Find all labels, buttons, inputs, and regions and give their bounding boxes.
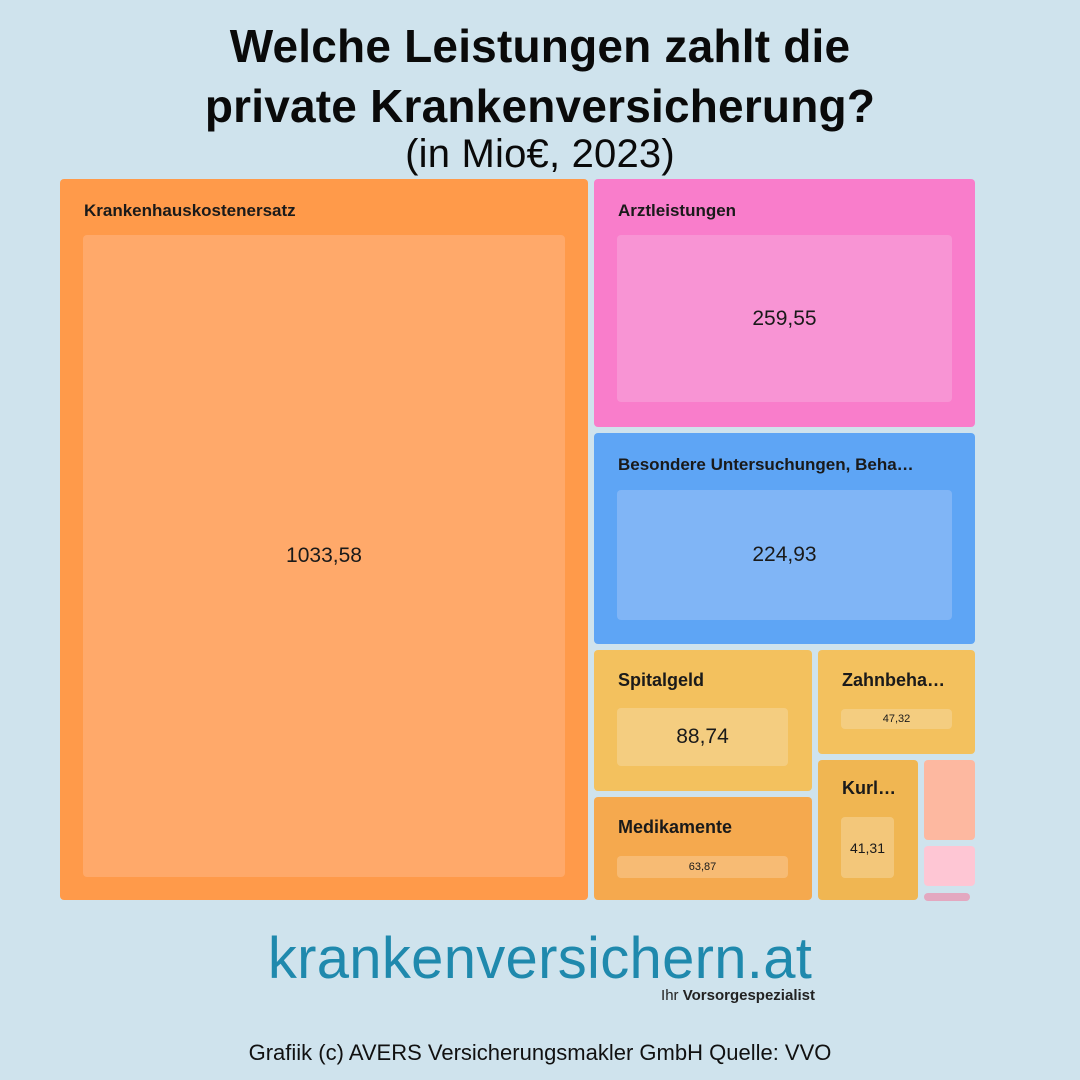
treemap-tile-medikamente: Medikamente 63,87 [594,797,812,900]
brand-tagline: Ihr Vorsorgespezialist [661,987,815,1004]
chart-subtitle: (in Mio€, 2023) [405,132,675,176]
treemap-tile-value: 224,93 [617,490,952,620]
treemap-tile-label: Spitalgeld [618,670,705,690]
treemap-tile-value: 41,31 [841,817,894,878]
treemap-tile-value: 47,32 [841,709,952,729]
chart-title-line-1: Welche Leistungen zahlt die [229,20,851,72]
treemap-tile-9 [924,846,975,886]
treemap-tile-label: Medikamente [618,817,733,837]
treemap-tile-kurl: Kurl… 41,31 [818,760,918,900]
treemap-tile-label: Zahnbeha… [842,670,946,690]
treemap-tile-value: 63,87 [617,856,788,878]
chart-title-line-2: private Krankenversicherung? [204,80,876,132]
treemap-tile-zahnbeha: Zahnbeha… 47,32 [818,650,975,754]
treemap-tile-label: Krankenhauskostenersatz [84,201,296,220]
treemap-tile-value: 1033,58 [83,235,565,877]
footer-credit: Grafiik (c) AVERS Versicherungsmakler Gm… [248,1040,832,1065]
treemap-tile-value: 88,74 [617,708,788,766]
treemap-tile-10 [924,893,970,901]
treemap-tile-label: Kurl… [842,778,896,798]
treemap-tile-value: 259,55 [617,235,952,402]
treemap-tile-krankenhauskostenersatz: Krankenhauskostenersatz 1033,58 [60,179,588,900]
tagline-bold: Vorsorgespezialist [682,987,815,1004]
treemap-tile-spitalgeld: Spitalgeld 88,74 [594,650,812,791]
treemap-tile-arztleistungen: Arztleistungen 259,55 [594,179,975,427]
tagline-prefix: Ihr [661,987,679,1004]
treemap-tile-besondere-untersuchungen-beha: Besondere Untersuchungen, Beha… 224,93 [594,433,975,644]
treemap-tile-8 [924,760,975,840]
treemap-tile-label: Besondere Untersuchungen, Beha… [618,455,914,474]
treemap-tile-label: Arztleistungen [618,201,737,220]
brand-wordmark: krankenversichern.at [267,926,813,991]
